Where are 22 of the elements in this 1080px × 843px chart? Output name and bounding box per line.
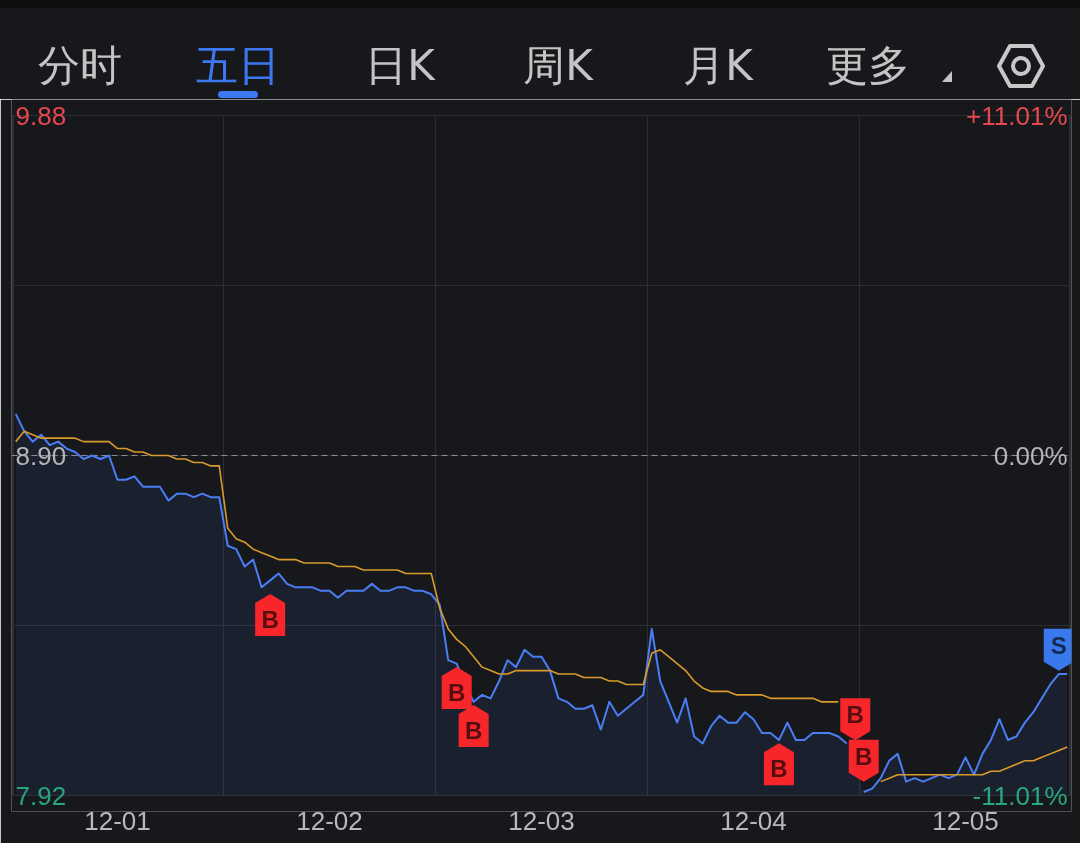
text: 更多 bbox=[826, 41, 910, 90]
series-label: S bbox=[1050, 631, 1067, 659]
y2-tick-label: 0.00% bbox=[993, 440, 1068, 471]
y2-tick-label: +11.01% bbox=[966, 100, 1068, 131]
text: B bbox=[261, 606, 279, 634]
x-tick-label: 12-01 bbox=[84, 805, 151, 836]
text: 周K bbox=[523, 41, 593, 90]
text: B bbox=[448, 678, 466, 706]
y-tick-label: 7.92 bbox=[15, 780, 67, 811]
text: B bbox=[770, 755, 788, 783]
text: 月K bbox=[683, 41, 753, 90]
text: B bbox=[846, 701, 864, 729]
x-tick-label: 12-03 bbox=[508, 805, 575, 836]
series-label: B bbox=[855, 742, 873, 770]
y-tick-label: 9.88 bbox=[15, 100, 67, 131]
x-tick-label: 12-04 bbox=[720, 805, 787, 836]
x-tick-label: 12-02 bbox=[296, 805, 363, 836]
text: 五日 bbox=[196, 41, 280, 90]
y-tick-label: 8.90 bbox=[15, 440, 67, 471]
text: 日K bbox=[365, 41, 435, 90]
text: B bbox=[464, 717, 483, 745]
text: 分时 bbox=[38, 41, 122, 90]
